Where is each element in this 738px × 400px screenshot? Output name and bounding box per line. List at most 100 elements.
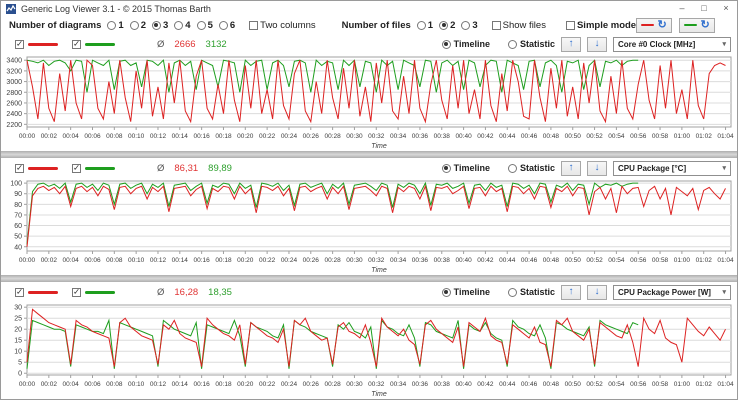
svg-text:00:52: 00:52 xyxy=(586,133,603,140)
svg-text:00:34: 00:34 xyxy=(390,381,407,388)
maximize-button[interactable]: □ xyxy=(701,3,707,13)
statistic-label: Statistic xyxy=(519,163,555,173)
refresh-icon: ↻ xyxy=(657,18,667,31)
files-radio-2[interactable] xyxy=(439,20,449,30)
svg-text:00:16: 00:16 xyxy=(193,133,210,140)
average-symbol: Ø xyxy=(157,162,165,174)
svg-text:00:58: 00:58 xyxy=(652,381,669,388)
toolbar: Number of diagrams 1 2 3 4 5 6 ✓Two colu… xyxy=(1,16,737,34)
statistic-radio[interactable] xyxy=(507,39,517,49)
svg-text:00:34: 00:34 xyxy=(390,133,407,140)
metric-up-button[interactable]: ↑ xyxy=(561,284,581,300)
number-of-files-label: Number of files xyxy=(341,19,411,31)
diagrams-radio-1[interactable] xyxy=(107,20,117,30)
svg-text:01:00: 01:00 xyxy=(674,133,691,140)
svg-text:00:48: 00:48 xyxy=(543,257,560,264)
metric-down-button[interactable]: ↓ xyxy=(587,160,607,176)
svg-text:00:48: 00:48 xyxy=(543,381,560,388)
svg-text:00:04: 00:04 xyxy=(63,381,80,388)
metric-select[interactable]: CPU Package Power [W] ▾ xyxy=(613,284,731,300)
svg-text:00:44: 00:44 xyxy=(499,133,516,140)
down-arrow-icon: ↓ xyxy=(594,38,600,49)
timeline-radio[interactable] xyxy=(441,39,451,49)
file1-red-line-icon xyxy=(641,24,655,26)
svg-text:00:10: 00:10 xyxy=(128,381,145,388)
diagrams-radio-6[interactable] xyxy=(218,20,228,30)
panel-splitter[interactable] xyxy=(1,151,737,158)
series-red-checkbox[interactable]: ✓ xyxy=(15,162,24,173)
svg-text:00:20: 00:20 xyxy=(237,381,254,388)
svg-text:00:42: 00:42 xyxy=(477,381,494,388)
series-red-checkbox[interactable]: ✓ xyxy=(15,286,24,297)
svg-text:00:32: 00:32 xyxy=(368,133,385,140)
svg-text:00:04: 00:04 xyxy=(63,257,80,264)
files-radio-3[interactable] xyxy=(461,20,471,30)
svg-text:00:08: 00:08 xyxy=(106,381,123,388)
close-button[interactable]: × xyxy=(723,3,729,13)
metric-select-value: CPU Package [°C] xyxy=(618,163,687,173)
reload-file2-button[interactable]: ↻ xyxy=(679,17,716,33)
minimize-button[interactable]: – xyxy=(679,3,685,13)
svg-text:00:00: 00:00 xyxy=(19,133,36,140)
files-radio-1[interactable] xyxy=(416,20,426,30)
diagrams-radio-2[interactable] xyxy=(129,20,139,30)
diagrams-radio-3[interactable] xyxy=(151,20,161,30)
svg-text:2400: 2400 xyxy=(6,111,22,118)
metric-up-button[interactable]: ↑ xyxy=(561,160,581,176)
svg-text:00:32: 00:32 xyxy=(368,381,385,388)
two-columns-checkbox[interactable]: ✓ xyxy=(249,20,259,30)
timeline-chart-cpu-package-temp: 40 50 60 70 80 90 100 00:00 00:02 00:04 00:06 00:08… xyxy=(10,180,734,274)
diagrams-radio-3-label: 3 xyxy=(162,19,169,31)
green-series-line-icon xyxy=(85,42,115,46)
show-files-checkbox[interactable]: ✓ xyxy=(491,20,501,30)
svg-text:00:24: 00:24 xyxy=(281,133,298,140)
svg-text:00:52: 00:52 xyxy=(586,381,603,388)
metric-down-button[interactable]: ↓ xyxy=(587,36,607,52)
statistic-label: Statistic xyxy=(519,39,555,49)
reload-file1-button[interactable]: ↻ xyxy=(636,17,673,33)
files-radio-1-label: 1 xyxy=(427,19,434,31)
metric-select[interactable]: Core #0 Clock [MHz] ▾ xyxy=(613,36,731,52)
svg-text:00:38: 00:38 xyxy=(434,133,451,140)
svg-text:00:44: 00:44 xyxy=(499,257,516,264)
series-red-checkbox[interactable]: ✓ xyxy=(15,38,24,49)
average-value-green: 18,35 xyxy=(208,286,232,298)
diagrams-radio-5[interactable] xyxy=(196,20,206,30)
svg-text:00:50: 00:50 xyxy=(565,257,582,264)
svg-text:0: 0 xyxy=(18,371,22,378)
diagrams-radio-1-label: 1 xyxy=(118,19,124,31)
svg-text:01:02: 01:02 xyxy=(696,381,713,388)
window-title: Generic Log Viewer 3.1 - © 2015 Thomas B… xyxy=(21,3,211,14)
timeline-radio[interactable] xyxy=(441,163,451,173)
svg-text:00:40: 00:40 xyxy=(455,381,472,388)
svg-text:00:02: 00:02 xyxy=(41,381,58,388)
simple-mode-checkbox[interactable]: ✓ xyxy=(565,20,575,30)
statistic-radio[interactable] xyxy=(507,163,517,173)
svg-text:15: 15 xyxy=(14,338,22,345)
series-green-checkbox[interactable]: ✓ xyxy=(72,162,81,173)
diagrams-radio-5-label: 5 xyxy=(207,19,213,31)
svg-text:00:10: 00:10 xyxy=(128,257,145,264)
svg-text:3400: 3400 xyxy=(6,58,22,65)
series-green-checkbox[interactable]: ✓ xyxy=(72,38,81,49)
svg-text:20: 20 xyxy=(14,327,22,334)
files-radio-2-label: 2 xyxy=(450,19,456,31)
diagrams-radio-4[interactable] xyxy=(174,20,184,30)
svg-text:01:00: 01:00 xyxy=(674,257,691,264)
svg-text:Time: Time xyxy=(371,143,387,150)
metric-down-button[interactable]: ↓ xyxy=(587,284,607,300)
panel-splitter[interactable] xyxy=(1,275,737,282)
svg-text:00:22: 00:22 xyxy=(259,257,276,264)
svg-text:00:54: 00:54 xyxy=(608,133,625,140)
series-green-checkbox[interactable]: ✓ xyxy=(72,286,81,297)
red-series-line-icon xyxy=(28,42,58,46)
average-value-green: 89,89 xyxy=(208,162,232,174)
svg-text:00:56: 00:56 xyxy=(630,381,647,388)
timeline-radio[interactable] xyxy=(441,287,451,297)
metric-select[interactable]: CPU Package [°C] ▾ xyxy=(613,160,731,176)
timeline-label: Timeline xyxy=(453,39,490,49)
statistic-radio[interactable] xyxy=(507,287,517,297)
svg-text:80: 80 xyxy=(14,202,22,209)
metric-up-button[interactable]: ↑ xyxy=(561,36,581,52)
svg-text:00:22: 00:22 xyxy=(259,133,276,140)
